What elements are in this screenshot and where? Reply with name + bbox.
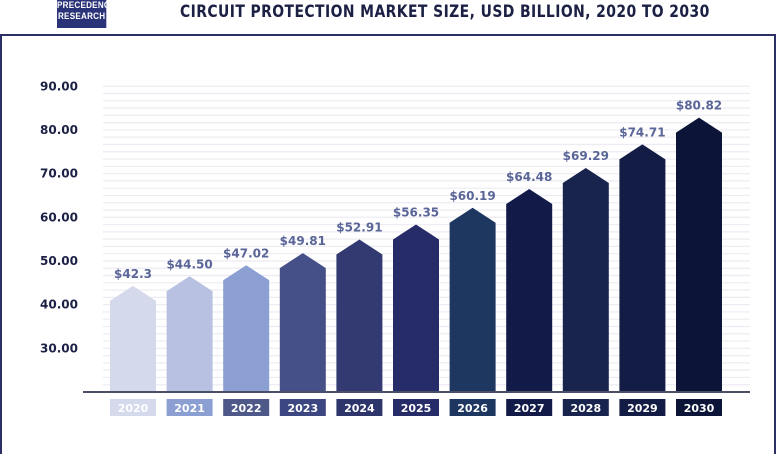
x-tick-label: 2029: [627, 402, 658, 415]
x-tick-label: 2028: [570, 402, 601, 415]
x-label-box: [619, 399, 666, 416]
y-tick-label: 60.00: [40, 210, 78, 224]
x-label-box: [449, 399, 496, 416]
x-label-box: [279, 399, 326, 416]
x-label-box: [223, 399, 270, 416]
bar-2023: [279, 253, 326, 392]
bar-2021: [166, 276, 213, 392]
bar-2025: [393, 224, 439, 392]
chart-frame: [0, 34, 776, 454]
y-tick-label: 50.00: [40, 254, 78, 268]
data-label: $49.81: [280, 234, 326, 248]
x-tick-label: 2024: [344, 402, 375, 415]
x-tick-label: 2021: [174, 402, 205, 415]
data-label: $44.50: [166, 257, 212, 271]
y-tick-label: 70.00: [40, 167, 78, 181]
x-tick-label: 2020: [118, 402, 149, 415]
y-tick-label: 40.00: [40, 298, 78, 312]
x-label-box: [336, 399, 383, 416]
data-label: $47.02: [223, 246, 269, 260]
logo-line2: RESEARCH: [57, 11, 106, 22]
y-tick-label: 30.00: [40, 341, 78, 355]
data-label: $42.3: [114, 267, 152, 281]
logo: PRECEDENCE RESEARCH: [57, 0, 116, 28]
x-label-box: [110, 399, 156, 416]
bar-2029: [619, 144, 666, 392]
logo-line1: PRECEDENCE: [57, 0, 116, 11]
bar-2024: [336, 239, 383, 392]
y-tick-label: 90.00: [40, 79, 78, 93]
x-tick-label: 2022: [231, 402, 262, 415]
bar-2028: [562, 168, 609, 392]
bar-2027: [506, 189, 553, 392]
data-label: $52.91: [336, 221, 382, 235]
bar-2026: [449, 207, 496, 392]
x-label-box: [393, 399, 439, 416]
x-tick-label: 2026: [457, 402, 488, 415]
x-label-box: [506, 399, 553, 416]
bar-2020: [110, 285, 156, 392]
data-label: $80.82: [676, 99, 722, 113]
x-tick-label: 2030: [684, 402, 715, 415]
x-tick-label: 2027: [514, 402, 545, 415]
y-tick-label: 80.00: [40, 123, 78, 137]
data-label: $69.29: [563, 149, 609, 163]
x-label-box: [562, 399, 609, 416]
bar-2022: [223, 265, 270, 392]
data-label: $74.71: [619, 125, 665, 139]
data-label: $56.35: [393, 206, 439, 220]
chart: 30.00 40.00 50.00 60.00 70.00 80.00 90.00 $42.3…: [40, 79, 750, 416]
x-label-box: [166, 399, 213, 416]
x-label-box: [676, 399, 722, 416]
bar-2030: [676, 117, 722, 392]
x-tick-label: 2023: [287, 402, 318, 415]
x-tick-label: 2025: [401, 402, 432, 415]
chart-title: CIRCUIT PROTECTION MARKET SIZE, USD BILL…: [180, 2, 710, 22]
data-label: $64.48: [506, 170, 552, 184]
data-label: $60.19: [449, 189, 495, 203]
